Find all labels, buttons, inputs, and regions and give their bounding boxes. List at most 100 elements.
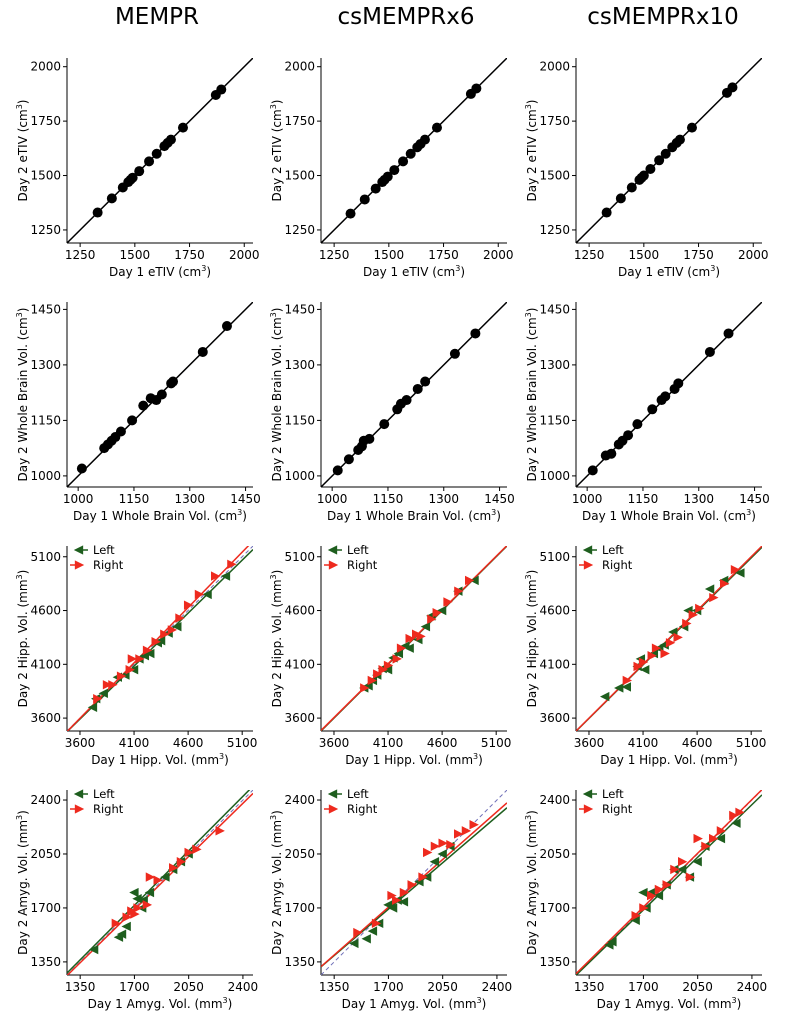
y-tick-label: 1000 — [539, 469, 570, 483]
y-tick-label: 1350 — [284, 955, 315, 969]
x-axis-label-close: ) — [733, 753, 738, 767]
data-point — [389, 165, 400, 176]
legend-left-label: Left — [347, 787, 369, 801]
data-point-right — [438, 838, 448, 848]
y-tick-label: 1000 — [30, 469, 61, 483]
data-point — [615, 193, 626, 204]
data-point-right — [360, 683, 370, 693]
y-axis-label-close: ) — [270, 810, 284, 815]
x-axis-label-close: ) — [737, 997, 742, 1011]
data-point-left — [160, 872, 170, 882]
legend-right-marker — [74, 804, 85, 814]
y-axis-label-unit: mm — [16, 579, 30, 602]
y-axis-label-unit: cm — [270, 109, 284, 127]
data-point — [660, 391, 671, 402]
data-point-left — [132, 894, 142, 904]
x-axis-label-unit: cm — [219, 509, 237, 523]
data-point-left — [735, 568, 745, 578]
data-point-right — [709, 592, 719, 603]
y-tick-label: 1700 — [539, 901, 570, 915]
y-axis-label-unit: mm — [16, 820, 30, 843]
y-tick-label: 1150 — [30, 413, 61, 427]
x-tick-label: 1750 — [174, 248, 205, 262]
data-point — [156, 389, 167, 400]
data-point-right — [194, 589, 205, 600]
fit-line-right — [321, 546, 507, 731]
data-point-right — [399, 887, 410, 898]
x-tick-label: 2000 — [483, 248, 514, 262]
y-axis-label-close: ) — [270, 100, 284, 105]
x-axis-label-text: Day 1 Hipp. Vol. ( — [600, 753, 704, 767]
data-point — [364, 433, 375, 444]
y-axis-label-unit-exp: 3 — [269, 312, 278, 317]
data-point — [727, 82, 738, 93]
chart-hipp-mempr: 3600 4100 4600 5100 3600 4100 4600 5100 Day 1 Hi… — [15, 543, 257, 767]
y-tick-label: 4100 — [284, 657, 315, 671]
data-point — [144, 156, 155, 167]
x-axis-label-unit-exp: 3 — [491, 508, 496, 517]
data-point-left — [614, 683, 624, 693]
data-point-left — [116, 929, 127, 939]
legend-right-label: Right — [93, 802, 124, 816]
x-tick-label: 1250 — [319, 248, 350, 262]
data-point-right — [102, 680, 113, 690]
data-point-left — [437, 849, 447, 859]
x-tick-label: 3600 — [319, 736, 350, 750]
y-tick-label: 1500 — [539, 169, 570, 183]
plot-area — [321, 302, 507, 487]
legend-right-label: Right — [347, 558, 378, 572]
y-axis-label-text: Day 2 Whole Brain Vol. ( — [16, 336, 30, 482]
data-point-right — [122, 912, 132, 922]
x-axis-label: Day 1 Hipp. Vol. (mm3) — [91, 752, 229, 767]
x-tick-label: 4100 — [119, 736, 150, 750]
y-axis-label-close: ) — [525, 308, 539, 313]
data-point-right — [695, 603, 705, 614]
y-axis-label-unit: mm — [525, 820, 539, 843]
y-axis-label-unit-exp: 3 — [15, 815, 24, 820]
y-tick-label: 5100 — [284, 550, 315, 564]
data-point-right — [192, 844, 202, 855]
y-axis-label-close: ) — [16, 810, 30, 815]
plot-area — [576, 58, 762, 243]
data-point — [115, 426, 126, 437]
y-axis-label: Day 2 eTIV (cm3) — [524, 100, 539, 202]
x-tick-label: 5100 — [736, 736, 767, 750]
data-point-right — [662, 880, 672, 890]
data-point-left — [731, 818, 741, 828]
x-tick-label: 1000 — [63, 492, 94, 506]
y-axis-label-unit: cm — [525, 109, 539, 127]
x-axis-label-unit-exp: 3 — [477, 996, 482, 1005]
data-point-right — [167, 625, 178, 635]
y-tick-label: 1300 — [539, 358, 570, 372]
x-axis-label-unit: cm — [728, 509, 746, 523]
data-point — [470, 328, 481, 339]
data-point-right — [651, 643, 662, 653]
x-tick-label: 1000 — [572, 492, 603, 506]
y-axis-label-unit: cm — [270, 317, 284, 335]
y-axis-label-unit: cm — [16, 109, 30, 127]
y-tick-label: 2400 — [30, 793, 61, 807]
data-point — [332, 465, 343, 476]
x-axis-label: Day 1 Amyg. Vol. (mm3) — [88, 996, 233, 1011]
data-point — [623, 430, 634, 441]
y-tick-label: 1350 — [539, 955, 570, 969]
data-point — [601, 207, 612, 218]
data-point-right — [93, 694, 103, 704]
x-tick-label: 1300 — [683, 492, 714, 506]
data-point — [401, 395, 412, 406]
y-tick-label: 1250 — [30, 223, 61, 237]
x-tick-label: 1250 — [574, 248, 605, 262]
y-axis-label-text: Day 2 eTIV ( — [525, 128, 539, 202]
legend-right-marker — [583, 804, 594, 814]
data-point-right — [454, 586, 464, 596]
y-axis-label-close: ) — [525, 570, 539, 575]
data-point — [370, 183, 381, 194]
x-tick-label: 2050 — [682, 980, 713, 994]
y-tick-label: 1300 — [30, 358, 61, 372]
y-axis-label: Day 2 eTIV (cm3) — [269, 100, 284, 202]
fit-line-right — [576, 546, 762, 731]
x-axis-label: Day 1 Whole Brain Vol. (cm3) — [327, 508, 501, 523]
x-axis-label-close: ) — [482, 997, 487, 1011]
data-point-right — [682, 618, 692, 629]
